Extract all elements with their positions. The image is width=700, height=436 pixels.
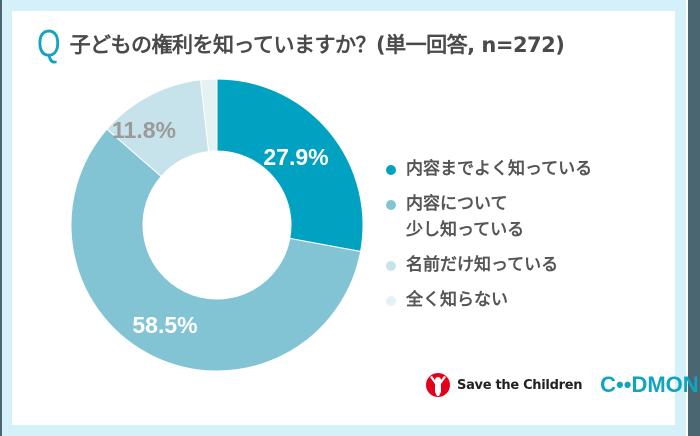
legend-label: 内容について 少し知っている xyxy=(406,194,525,240)
question-q-icon: Q xyxy=(36,23,61,65)
legend-label: 名前だけ知っている xyxy=(406,255,559,275)
legend-dot-icon xyxy=(386,165,396,175)
slice-label-3: 11.8% xyxy=(112,117,176,143)
save-the-children-text: Save the Children xyxy=(457,377,583,393)
frame-edge-left xyxy=(0,0,2,436)
legend-dot-icon xyxy=(386,200,396,210)
save-the-children-logo: Save the Children xyxy=(425,372,582,398)
donut-slice xyxy=(70,128,362,372)
legend-dot-icon xyxy=(386,261,396,271)
slice-label-2: 58.5% xyxy=(132,312,197,338)
legend-dot-icon xyxy=(386,296,396,306)
chart-title: Q 子どもの権利を知っていますか？(単一回答, n=272) xyxy=(34,23,565,65)
legend-item: 全く知らない xyxy=(386,287,592,313)
frame-edge-right xyxy=(686,0,700,436)
title-text: 子どもの権利を知っていますか？(単一回答, n=272) xyxy=(69,33,565,57)
legend-item: 名前だけ知っている xyxy=(386,252,592,278)
logos: Save the Children C••DMON xyxy=(425,372,699,398)
donut-slices xyxy=(70,78,364,372)
legend-item: 内容までよく知っている xyxy=(386,156,592,182)
codmon-text: C••DMON xyxy=(600,372,699,397)
legend-label: 全く知らない xyxy=(406,290,508,310)
legend-item: 内容について 少し知っている xyxy=(386,191,592,243)
donut-slice xyxy=(216,78,364,253)
legend-label: 内容までよく知っている xyxy=(406,159,593,179)
legend: 内容までよく知っている 内容について 少し知っている 名前だけ知っている 全く知… xyxy=(386,156,592,322)
slice-label-1: 27.9% xyxy=(263,144,328,170)
codmon-logo: C••DMON xyxy=(600,372,699,398)
save-the-children-icon xyxy=(426,373,450,397)
donut-slice xyxy=(199,78,218,153)
